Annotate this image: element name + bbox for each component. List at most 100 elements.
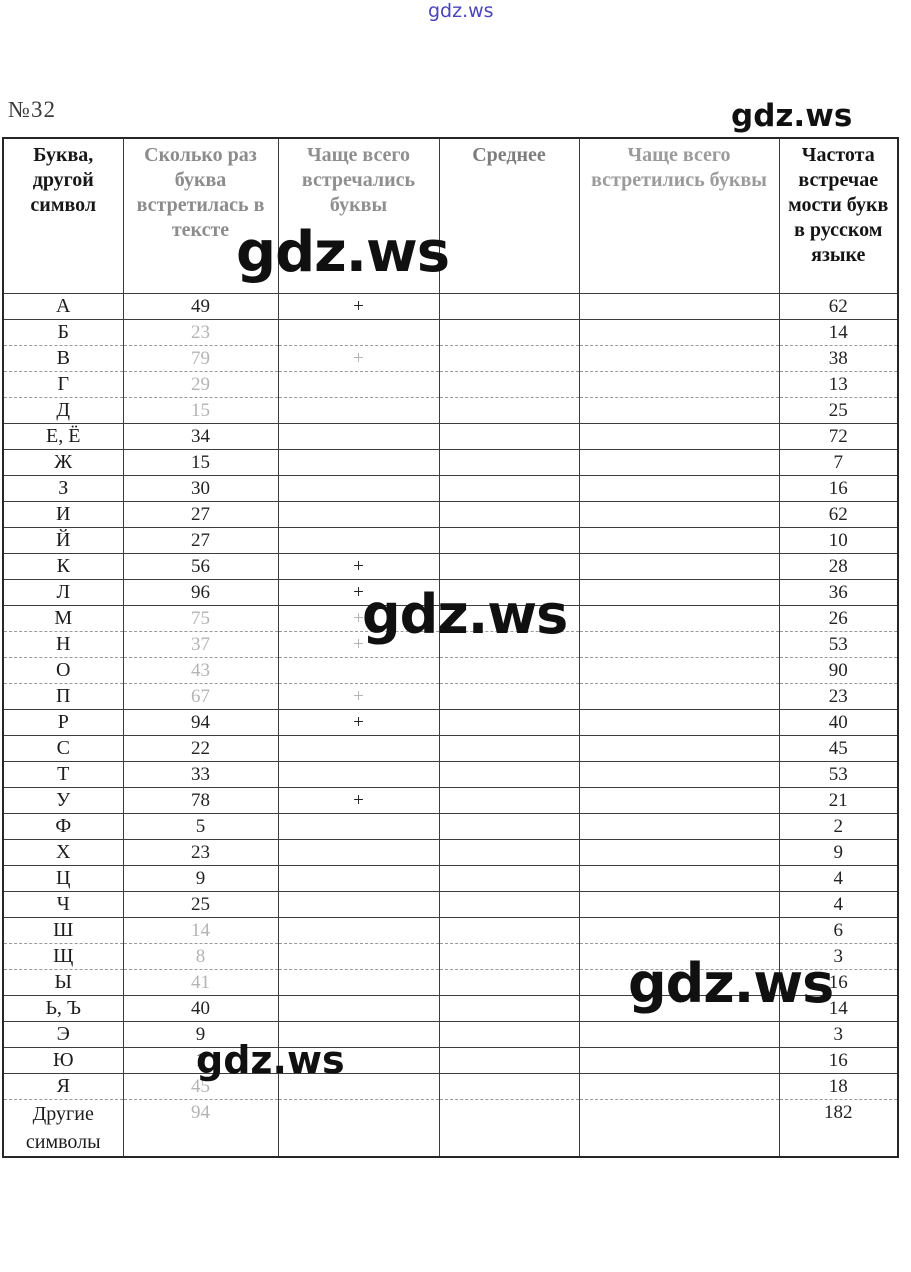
cell-mark <box>277 761 440 788</box>
cell-mark2 <box>578 605 780 632</box>
cell-count: 22 <box>122 735 279 762</box>
cell-count: 5 <box>122 813 279 840</box>
cell-mark <box>277 943 440 970</box>
cell-frequency: 26 <box>778 605 899 632</box>
cell-mark2 <box>578 553 780 580</box>
table-row: У 78 +21 <box>2 787 899 814</box>
table-row: Й 27 10 <box>2 527 899 554</box>
cell-frequency: 23 <box>778 683 899 710</box>
cell-mark <box>277 969 440 996</box>
cell-count: 96 <box>122 579 279 606</box>
cell-mark2 <box>578 787 780 814</box>
cell-average <box>438 527 580 554</box>
cell-frequency: 53 <box>778 761 899 788</box>
cell-mark2 <box>578 475 780 502</box>
cell-frequency: 182 <box>778 1099 899 1158</box>
cell-frequency: 40 <box>778 709 899 736</box>
cell-frequency: 4 <box>778 865 899 892</box>
cell-average <box>438 345 580 372</box>
cell-mark <box>277 1047 440 1074</box>
cell-average <box>438 891 580 918</box>
cell-count: 40 <box>122 995 279 1022</box>
cell-letter: П <box>2 683 124 710</box>
cell-frequency: 3 <box>778 943 899 970</box>
cell-mark2 <box>578 501 780 528</box>
cell-letter: М <box>2 605 124 632</box>
cell-count: 33 <box>122 761 279 788</box>
cell-mark2 <box>578 423 780 450</box>
table-row: Л 96 +36 <box>2 579 899 606</box>
cell-letter: Ы <box>2 969 124 996</box>
cell-mark2 <box>578 995 780 1022</box>
cell-mark <box>277 917 440 944</box>
cell-average <box>438 293 580 320</box>
cell-mark <box>277 839 440 866</box>
table-row: М 75 +26 <box>2 605 899 632</box>
cell-letter: З <box>2 475 124 502</box>
table-row: Т 33 53 <box>2 761 899 788</box>
header-most-frequent: Чаще всего встречались буквы <box>277 137 440 294</box>
cell-frequency: 9 <box>778 839 899 866</box>
cell-mark2 <box>578 761 780 788</box>
cell-mark2 <box>578 683 780 710</box>
table-row: Ь, Ъ 40 14 <box>2 995 899 1022</box>
cell-average <box>438 579 580 606</box>
cell-mark <box>277 1099 440 1158</box>
cell-mark2 <box>578 397 780 424</box>
cell-count: 1 <box>122 1047 279 1074</box>
cell-mark <box>277 995 440 1022</box>
cell-mark2 <box>578 813 780 840</box>
table-row: З 30 16 <box>2 475 899 502</box>
cell-mark2 <box>578 969 780 996</box>
cell-mark: + <box>277 605 440 632</box>
cell-average <box>438 943 580 970</box>
table-row: К 56 +28 <box>2 553 899 580</box>
cell-average <box>438 839 580 866</box>
cell-count: 15 <box>122 397 279 424</box>
table-row: В 79 +38 <box>2 345 899 372</box>
cell-mark <box>277 865 440 892</box>
table-row: И 27 62 <box>2 501 899 528</box>
cell-average <box>438 501 580 528</box>
cell-letter: Ц <box>2 865 124 892</box>
cell-average <box>438 319 580 346</box>
header-average: Среднее <box>438 137 580 294</box>
cell-frequency: 4 <box>778 891 899 918</box>
cell-mark2 <box>578 943 780 970</box>
cell-average <box>438 683 580 710</box>
cell-average <box>438 995 580 1022</box>
cell-mark <box>277 1073 440 1100</box>
letter-frequency-table: Буква, другой символ Сколько раз буква в… <box>2 137 899 1158</box>
header-frequency-russian: Частота встречае мости букв в русском яз… <box>778 137 899 294</box>
cell-letter: Б <box>2 319 124 346</box>
cell-count: 9 <box>122 865 279 892</box>
table-row: П 67 +23 <box>2 683 899 710</box>
table-row: Р 94 +40 <box>2 709 899 736</box>
cell-frequency: 25 <box>778 397 899 424</box>
cell-mark2 <box>578 735 780 762</box>
cell-mark2 <box>578 1047 780 1074</box>
problem-number: №32 <box>8 97 56 122</box>
cell-count: 79 <box>122 345 279 372</box>
cell-mark <box>277 397 440 424</box>
cell-count: 23 <box>122 839 279 866</box>
cell-count: 9 <box>122 1021 279 1048</box>
cell-letter: Н <box>2 631 124 658</box>
cell-letter: Я <box>2 1073 124 1100</box>
cell-letter: У <box>2 787 124 814</box>
watermark-gdzws: gdz.ws <box>731 98 853 134</box>
cell-letter: Ч <box>2 891 124 918</box>
cell-frequency: 3 <box>778 1021 899 1048</box>
cell-average <box>438 735 580 762</box>
cell-mark <box>277 891 440 918</box>
cell-count: 43 <box>122 657 279 684</box>
cell-letter: Л <box>2 579 124 606</box>
cell-letter: И <box>2 501 124 528</box>
cell-mark2 <box>578 709 780 736</box>
cell-mark2 <box>578 319 780 346</box>
table-row: Е, Ё 34 72 <box>2 423 899 450</box>
table-row: Г 29 13 <box>2 371 899 398</box>
cell-average <box>438 761 580 788</box>
cell-frequency: 2 <box>778 813 899 840</box>
